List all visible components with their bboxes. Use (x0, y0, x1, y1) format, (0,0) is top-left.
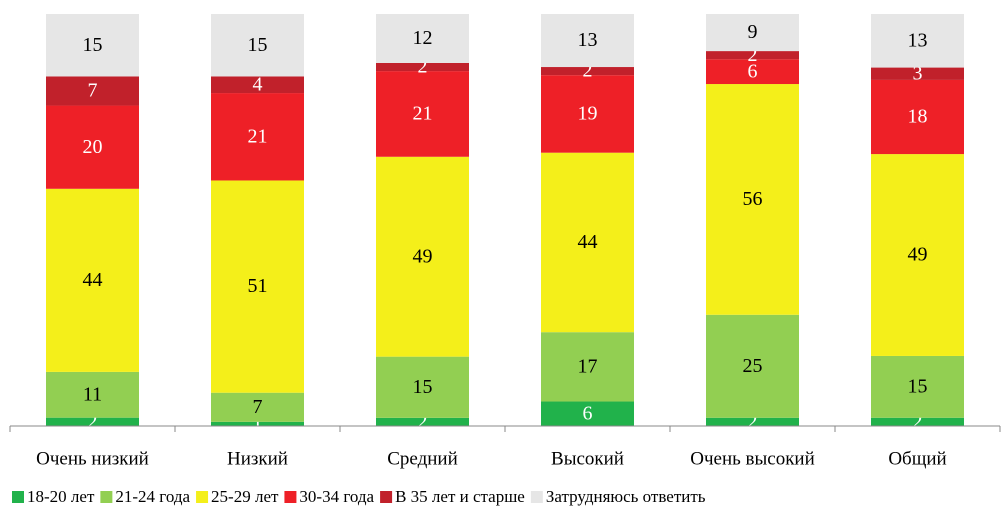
bar-segment (871, 67, 964, 80)
data-label: 25 (743, 355, 763, 377)
data-label: 1 (253, 413, 263, 435)
data-label: 44 (578, 231, 598, 253)
bar-segment (541, 75, 634, 153)
x-tick-label: Общий (888, 448, 946, 469)
data-label: 12 (413, 27, 433, 49)
legend-swatch (196, 491, 209, 503)
data-label: 51 (248, 275, 268, 297)
bar-segment (376, 156, 469, 357)
x-tick-label: Очень низкий (36, 448, 149, 469)
data-label: 19 (578, 103, 598, 125)
data-label: 17 (578, 355, 598, 377)
data-label: 11 (83, 383, 102, 405)
bar-segment (376, 71, 469, 157)
legend-swatch (12, 491, 24, 503)
data-label: 2 (748, 410, 758, 432)
data-label: 21 (413, 103, 433, 125)
data-label: 49 (413, 245, 433, 267)
bar-segment (541, 152, 634, 333)
legend-swatch (380, 491, 393, 503)
legend-swatch (284, 491, 297, 503)
bar-segment (706, 314, 799, 418)
data-label: 18 (908, 106, 928, 128)
data-label: 21 (248, 125, 268, 147)
legend-label: Затрудняюсь ответить (546, 487, 706, 506)
legend-label: 18-20 лет (27, 487, 95, 506)
data-label: 6 (583, 402, 593, 424)
data-label: 15 (83, 34, 103, 56)
bar-segment (46, 417, 139, 426)
bar-segment (871, 417, 964, 426)
bar-segment (541, 67, 634, 76)
bar-segment (541, 14, 634, 68)
x-tick-label: Высокий (551, 448, 624, 469)
data-label: 15 (908, 375, 928, 397)
legend-swatch (100, 491, 113, 503)
data-label: 3 (913, 62, 923, 84)
bar-segment (46, 105, 139, 189)
data-label: 13 (578, 29, 598, 51)
bar-segment (871, 14, 964, 68)
bar-segment (46, 188, 139, 372)
bar-segment (706, 84, 799, 315)
bar-segment (46, 371, 139, 418)
data-label: 20 (83, 136, 103, 158)
bar-segment (46, 76, 139, 106)
data-label: 6 (748, 60, 758, 82)
legend-label: 30-34 года (299, 487, 374, 506)
data-label: 2 (88, 410, 98, 432)
x-tick-label: Низкий (227, 448, 288, 469)
data-label: 9 (748, 21, 758, 43)
data-label: 13 (908, 29, 928, 51)
bar-segment (211, 180, 304, 393)
bar-segment (46, 14, 139, 77)
bar-segment (211, 76, 304, 94)
bar-segment (706, 14, 799, 52)
data-label: 4 (253, 73, 263, 95)
data-label: 56 (743, 188, 763, 210)
bar-segment (706, 59, 799, 85)
bar-segment (376, 356, 469, 418)
data-label: 7 (253, 396, 263, 418)
bar-segment (211, 93, 304, 181)
data-label: 2 (583, 60, 593, 82)
legend-swatch (530, 491, 543, 503)
data-label: 2 (418, 56, 428, 78)
legend-label: 25-29 лет (211, 487, 279, 506)
bar-segment (871, 79, 964, 155)
bar-segment (376, 417, 469, 426)
data-label: 2 (748, 44, 758, 66)
data-label: 2 (913, 410, 923, 432)
bar-segment (706, 51, 799, 60)
legend-label: В 35 лет и старше (395, 487, 525, 506)
data-label: 15 (248, 34, 268, 56)
x-tick-label: Очень высокий (690, 448, 815, 469)
data-label: 44 (83, 269, 103, 291)
bar-segment (541, 401, 634, 426)
x-tick-label: Средний (387, 448, 458, 469)
data-label: 7 (88, 80, 98, 102)
bar-segment (871, 355, 964, 418)
data-label: 15 (413, 376, 433, 398)
bar-segment (211, 421, 304, 426)
bar-segment (541, 332, 634, 402)
bar-segment (211, 392, 304, 422)
bar-segment (871, 154, 964, 356)
bar-segment (376, 62, 469, 72)
data-label: 2 (418, 411, 428, 433)
bar-segment (211, 14, 304, 77)
legend-label: 21-24 года (115, 487, 190, 506)
bar-segment (376, 14, 469, 63)
data-label: 49 (908, 244, 928, 266)
bar-segment (706, 417, 799, 426)
